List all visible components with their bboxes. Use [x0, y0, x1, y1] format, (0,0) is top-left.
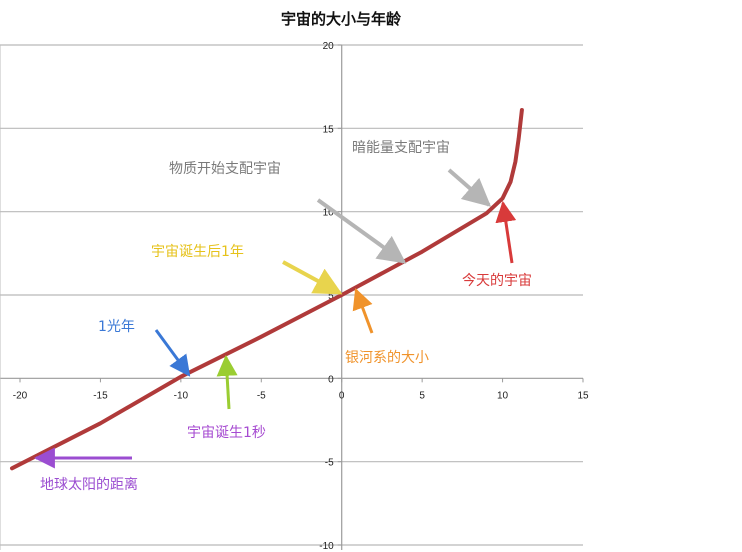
- arrow-matter-domination: [316, 198, 407, 264]
- label-dark-energy: 暗能量支配宇宙: [352, 140, 450, 156]
- annotation-arrows: [33, 168, 517, 469]
- label-matter-domination: 物质开始支配宇宙: [169, 161, 281, 177]
- arrow-galaxy: [352, 288, 374, 334]
- y-tick-label: 5: [328, 291, 334, 302]
- x-tick-label: -20: [13, 390, 28, 401]
- label-galaxy: 银河系的大小: [345, 350, 429, 366]
- x-tick-label: -15: [93, 390, 108, 401]
- series-line: [10, 108, 524, 471]
- label-today: 今天的宇宙: [462, 273, 532, 289]
- y-tick-label: 15: [323, 124, 335, 135]
- axes: [0, 44, 584, 550]
- x-tick-label: -5: [257, 390, 266, 401]
- arrow-today: [495, 200, 517, 264]
- x-tick-label: 10: [497, 390, 509, 401]
- arrow-one-year: [282, 260, 343, 295]
- x-tick-label: 5: [419, 390, 425, 401]
- x-tick-label: 0: [339, 390, 345, 401]
- tick-labels: -20 -15 -10 -5 0 5 10 15 -10 -5 0 5 10 15 20: [13, 41, 589, 552]
- arrow-dark-energy: [447, 168, 492, 207]
- annotation-labels: 暗能量支配宇宙 物质开始支配宇宙 宇宙诞生后1年 今天的宇宙 银河系的大小 1光…: [40, 140, 532, 493]
- x-tick-label: 15: [577, 390, 589, 401]
- series-group: [10, 108, 524, 471]
- label-one-second: 宇宙诞生1秒: [187, 425, 266, 441]
- chart-title: 宇宙的大小与年龄: [281, 10, 402, 28]
- x-tick-label: -10: [174, 390, 189, 401]
- y-tick-label: 20: [323, 41, 335, 52]
- y-tick-label: -5: [325, 458, 334, 469]
- label-light-year: 1光年: [98, 319, 135, 335]
- grid: [0, 44, 583, 546]
- y-tick-label: 10: [323, 208, 335, 219]
- arrow-light-year: [154, 329, 191, 377]
- arrow-one-second: [216, 354, 238, 410]
- label-earth-sun: 地球太阳的距离: [40, 476, 138, 493]
- y-tick-label: 0: [328, 374, 334, 385]
- label-one-year: 宇宙诞生后1年: [151, 244, 244, 260]
- y-tick-label: -10: [319, 541, 334, 552]
